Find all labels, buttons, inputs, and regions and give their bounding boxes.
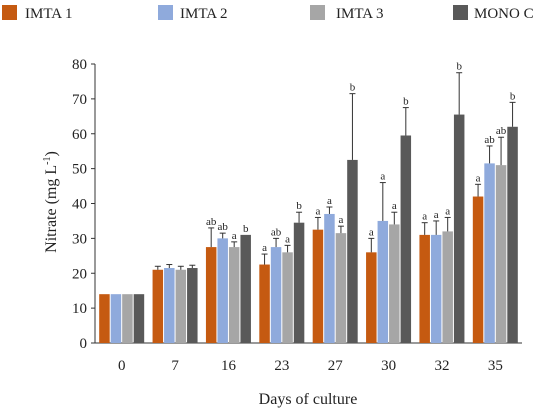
y-tick-label: 50	[72, 162, 87, 178]
y-tick-label: 30	[72, 231, 87, 247]
bar	[335, 233, 347, 343]
significance-label: a	[380, 171, 385, 183]
x-axis: 0 7 16 23 27 30 32 35	[95, 342, 522, 374]
significance-label: b	[403, 96, 409, 108]
significance-label: b	[456, 61, 462, 73]
legend-label-monoc: MONO C	[474, 6, 534, 22]
legend-label-imta2: IMTA 2	[180, 6, 228, 22]
x-axis-title: Days of culture	[259, 391, 358, 408]
y-tick-label: 80	[72, 57, 87, 73]
bar	[484, 163, 495, 343]
legend-swatch-monoc	[453, 5, 468, 20]
legend-swatch-imta2	[158, 5, 173, 20]
x-tick-label: 7	[171, 358, 179, 374]
significance-label: a	[434, 209, 439, 221]
y-axis-title-superscript: -1	[42, 157, 53, 165]
bar	[133, 294, 145, 343]
bar	[164, 268, 175, 343]
bar	[152, 269, 164, 343]
significance-label: a	[232, 230, 237, 242]
bar	[110, 294, 122, 343]
x-tick-label: 16	[221, 358, 237, 374]
significance-label: b	[243, 223, 249, 235]
bar	[240, 234, 251, 343]
significance-label: a	[422, 211, 427, 223]
x-tick-label: 0	[118, 358, 126, 374]
significance-label: ab	[496, 125, 507, 137]
legend: IMTA 1 IMTA 2 IMTA 3 MONO C	[2, 5, 534, 22]
bar	[205, 247, 217, 343]
significance-label: ab	[484, 134, 495, 146]
bar	[347, 159, 358, 343]
y-axis-title: Nitrate (mg L-1)	[42, 151, 60, 253]
bar	[122, 294, 133, 343]
legend-label-imta3: IMTA 3	[336, 6, 384, 22]
significance-label: a	[392, 200, 397, 212]
significance-label: b	[510, 90, 516, 102]
bar	[293, 222, 305, 343]
significance-label: ab	[206, 216, 217, 228]
significance-label: a	[476, 172, 481, 184]
x-tick-label: 32	[434, 358, 449, 374]
legend-swatch-imta1	[2, 5, 17, 20]
legend-label-imta1: IMTA 1	[25, 6, 73, 22]
x-tick-label: 30	[381, 358, 396, 374]
bar	[324, 213, 335, 343]
significance-label: a	[445, 205, 450, 217]
y-tick-label: 60	[72, 127, 87, 143]
y-axis-title-suffix: )	[43, 151, 60, 156]
bar	[472, 196, 484, 343]
x-tick-label: 35	[488, 358, 503, 374]
bar	[217, 238, 228, 343]
y-axis-title-main: Nitrate (mg L	[43, 165, 60, 253]
bar	[507, 126, 518, 344]
significance-label: a	[262, 242, 267, 254]
bar	[270, 247, 282, 343]
bar	[282, 252, 293, 343]
y-tick-label: 20	[72, 266, 87, 282]
significance-label: a	[327, 195, 332, 207]
bar	[442, 231, 453, 343]
x-tick-label: 27	[328, 358, 344, 374]
bar	[187, 268, 198, 343]
bar	[419, 234, 430, 343]
y-tick-label: 10	[72, 301, 87, 317]
bar	[495, 165, 507, 343]
significance-label: ab	[217, 221, 228, 233]
bar	[175, 269, 187, 343]
significance-label: b	[296, 200, 302, 212]
significance-label: a	[369, 226, 374, 238]
bar	[99, 294, 110, 343]
bar	[400, 135, 412, 343]
significance-label: a	[315, 205, 320, 217]
x-tick-label: 23	[274, 358, 289, 374]
y-tick-label: 70	[72, 92, 87, 108]
bar	[430, 234, 442, 343]
bar	[228, 247, 240, 343]
legend-swatch-imta3	[310, 5, 325, 20]
bar	[389, 224, 400, 343]
bar	[312, 229, 324, 343]
y-tick-label: 0	[80, 336, 88, 352]
y-tick-label: 40	[72, 197, 87, 213]
bar	[366, 252, 377, 343]
significance-label: a	[285, 233, 290, 245]
significance-label: a	[338, 214, 343, 226]
bar	[259, 264, 270, 343]
significance-label: ab	[271, 226, 282, 238]
bar	[453, 114, 465, 343]
bar	[377, 220, 389, 343]
significance-label: b	[350, 82, 356, 94]
y-axis: 0 10 20 30 40 50 60 70 80	[72, 57, 96, 352]
